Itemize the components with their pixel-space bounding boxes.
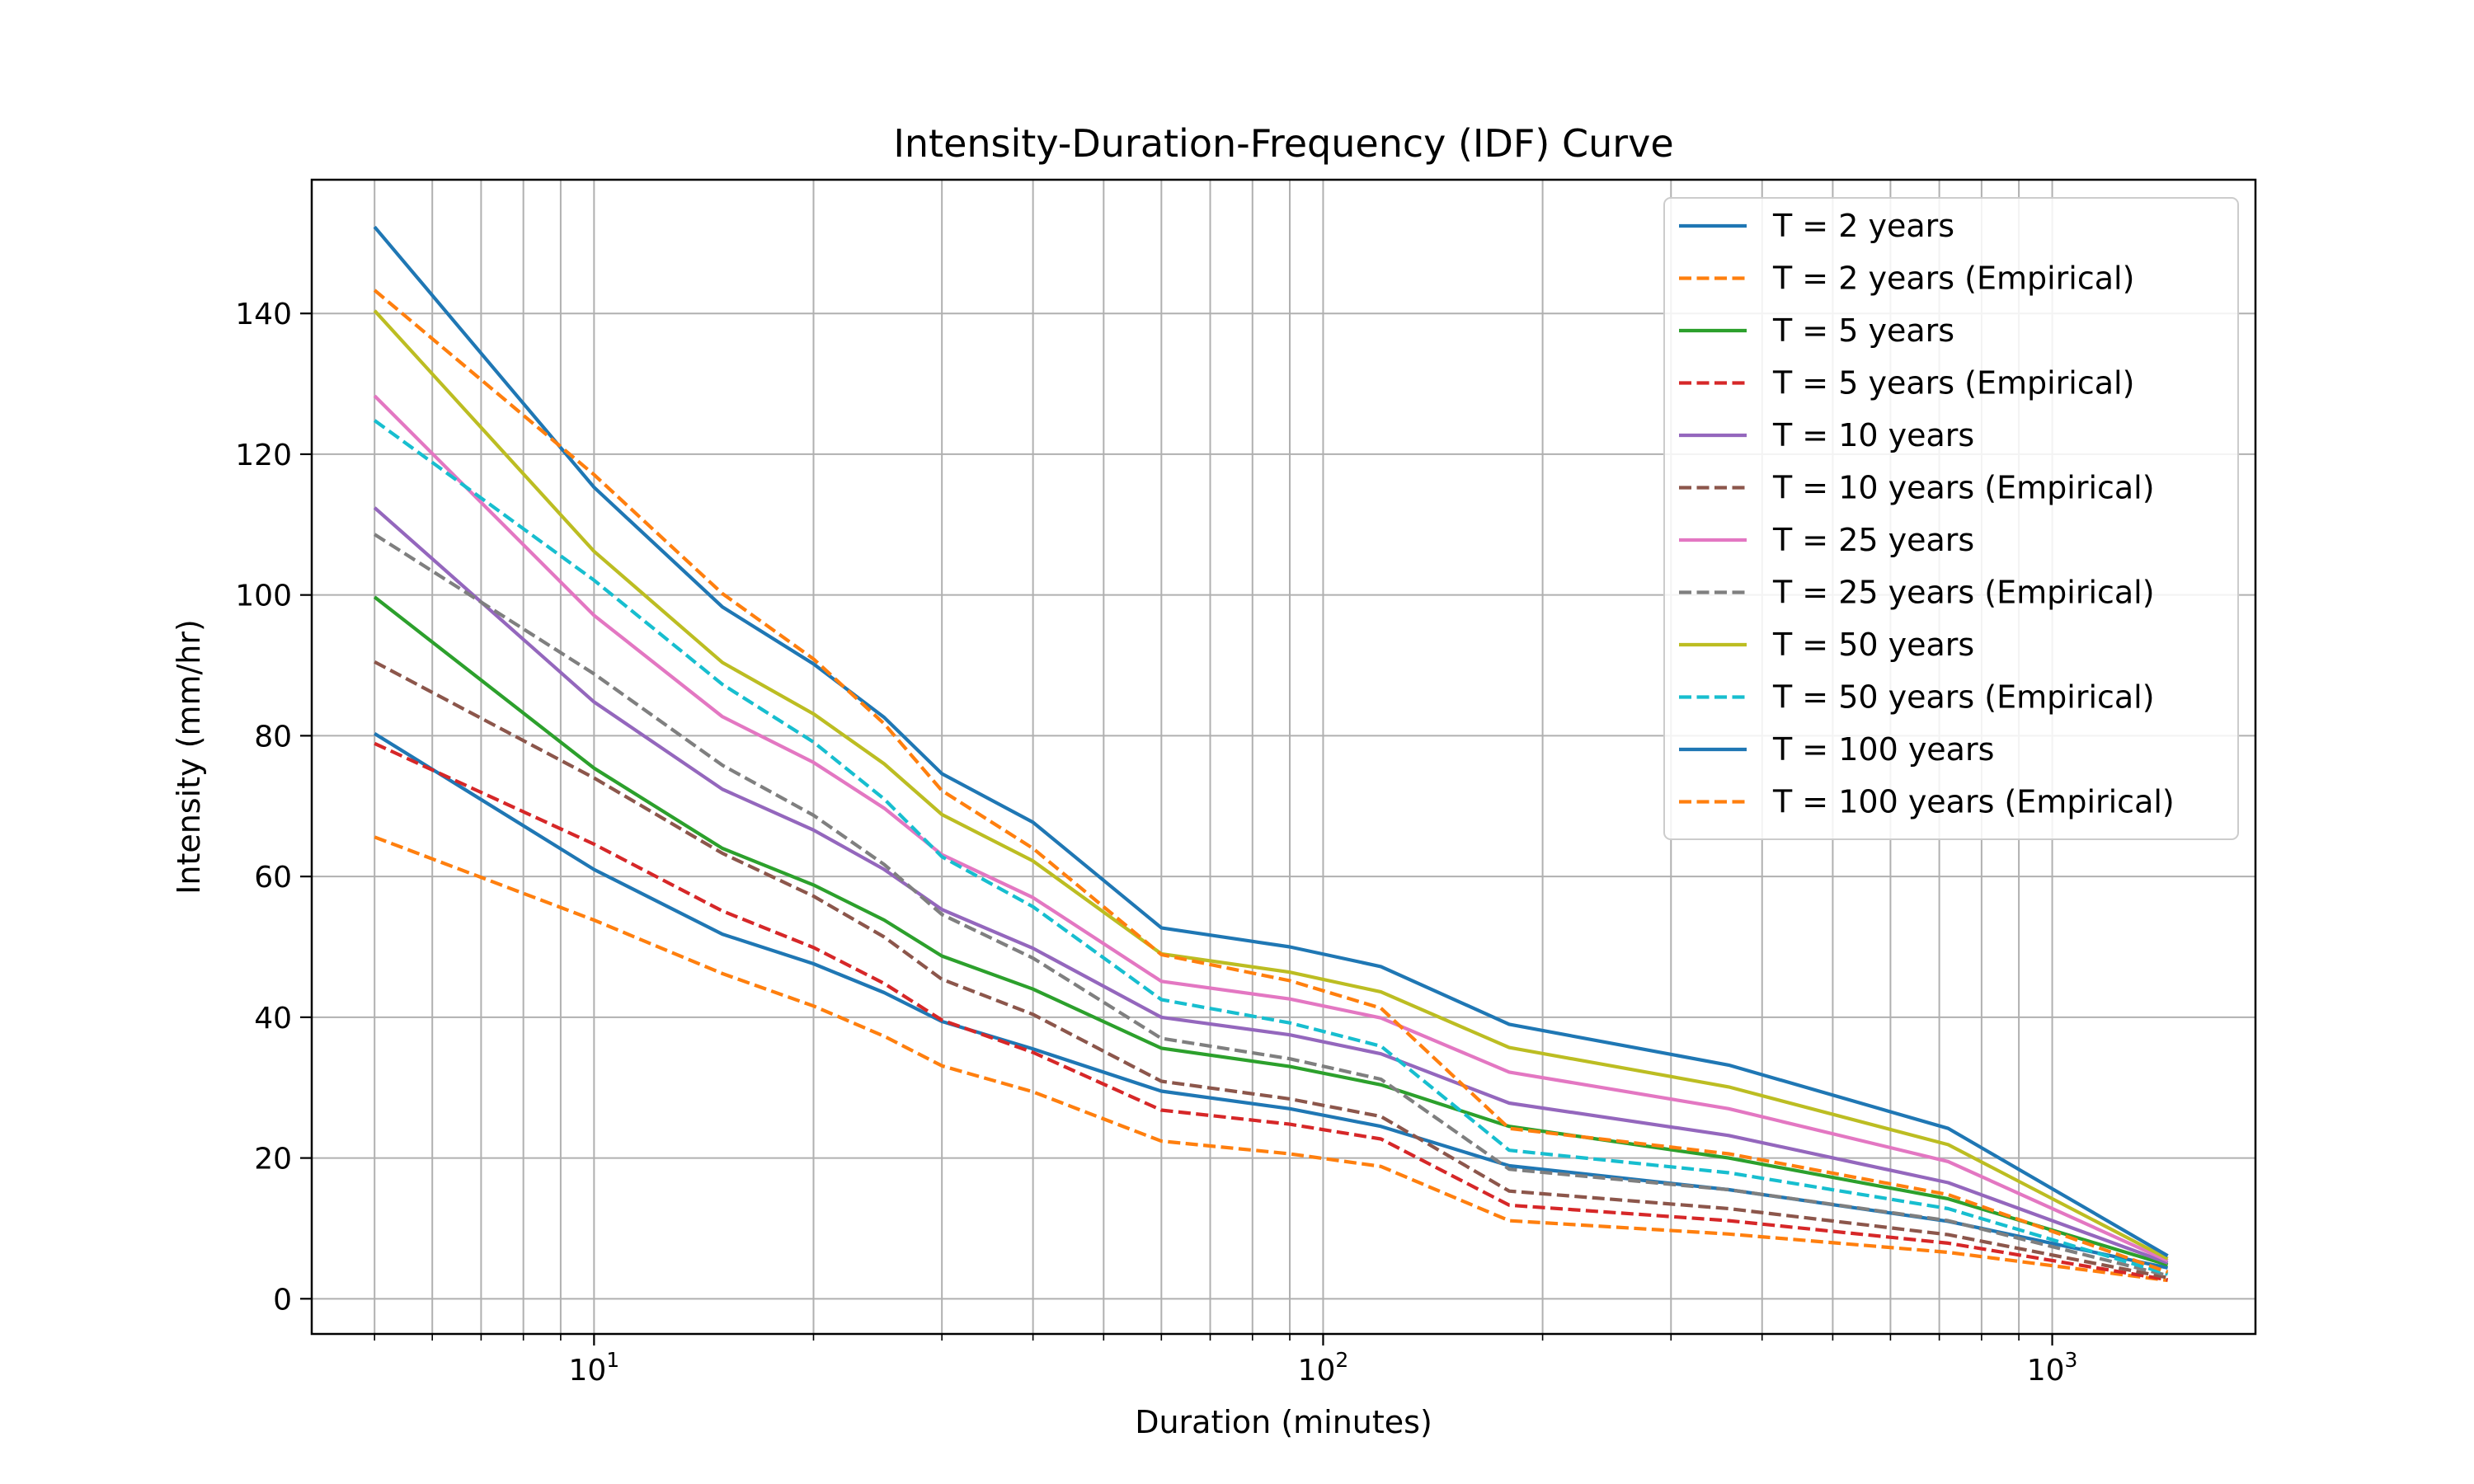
legend-label: T = 100 years xyxy=(1772,731,1994,768)
legend-label: T = 2 years xyxy=(1772,208,1954,244)
series-line-9 xyxy=(373,309,2169,1261)
series-line-4 xyxy=(374,741,2168,1282)
legend-label: T = 5 years (Empirical) xyxy=(1772,365,2134,402)
y-tick-label: 120 xyxy=(235,439,292,472)
legend-label: T = 25 years xyxy=(1772,522,1974,558)
series-line-2 xyxy=(374,835,2168,1283)
series-line-12 xyxy=(373,289,2169,1274)
y-axis-label: Intensity (mm/hr) xyxy=(171,619,207,895)
series-line-11 xyxy=(373,225,2169,1258)
series-line-10 xyxy=(373,419,2169,1276)
y-tick-label: 140 xyxy=(235,298,292,331)
y-tick-label: 0 xyxy=(273,1283,292,1317)
legend-label: T = 50 years xyxy=(1772,627,1974,663)
y-tick-label: 100 xyxy=(235,580,292,613)
y-tick-label: 20 xyxy=(254,1143,292,1176)
y-tick-label: 80 xyxy=(254,720,292,754)
y-tick-label: 60 xyxy=(254,861,292,895)
axis-ticks: 0 20 40 60 80 100 120 140 101 102 103 xyxy=(235,298,2077,1388)
series-line-8 xyxy=(374,533,2169,1278)
legend-label: T = 10 years xyxy=(1772,417,1974,453)
series-line-7 xyxy=(373,394,2169,1263)
legend-box xyxy=(1663,197,2239,840)
y-tick-label: 40 xyxy=(254,1002,292,1036)
plot-lines xyxy=(373,225,2169,1283)
x-tick-label: 103 xyxy=(2027,1348,2078,1388)
legend-label: T = 2 years (Empirical) xyxy=(1772,261,2134,297)
series-line-6 xyxy=(374,660,2169,1280)
axes-frame xyxy=(310,178,2257,1336)
legend-label: T = 10 years (Empirical) xyxy=(1772,470,2155,506)
series-line-3 xyxy=(373,595,2169,1267)
legend: T = 2 years T = 2 years (Empirical) T = 5 … xyxy=(1663,197,2239,840)
x-tick-label: 102 xyxy=(1298,1348,1349,1388)
chart-title: Intensity-Duration-Frequency (IDF) Curve xyxy=(893,121,1673,166)
x-axis-label: Duration (minutes) xyxy=(1135,1404,1432,1440)
legend-label: T = 5 years xyxy=(1772,312,1954,349)
legend-label: T = 100 years (Empirical) xyxy=(1772,784,2175,820)
x-tick-label: 101 xyxy=(568,1348,619,1388)
legend-label: T = 25 years (Empirical) xyxy=(1772,575,2155,611)
series-line-5 xyxy=(373,506,2169,1265)
legend-label: T = 50 years (Empirical) xyxy=(1772,679,2155,716)
